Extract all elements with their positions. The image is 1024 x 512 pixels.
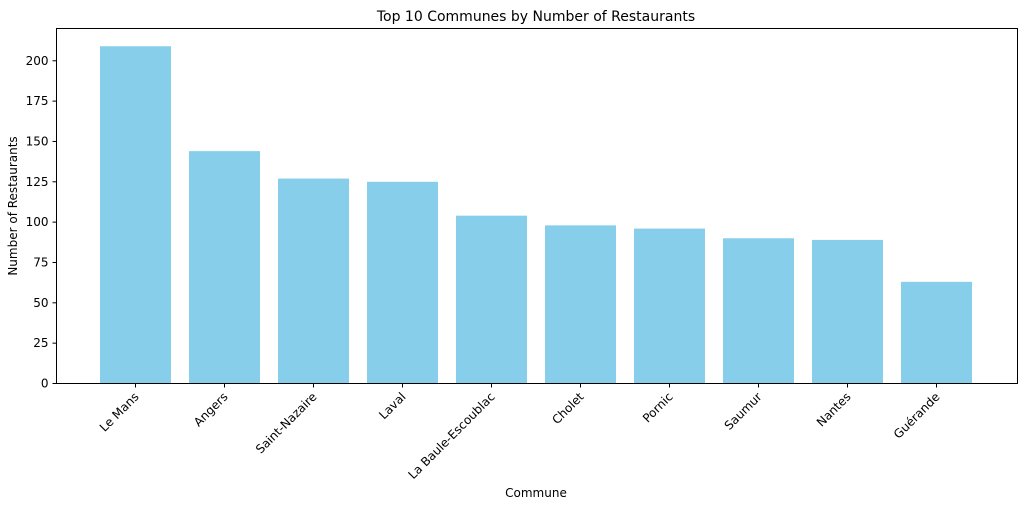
chart-title: Top 10 Communes by Number of Restaurants: [376, 9, 695, 25]
bar-10: [901, 281, 972, 384]
bar-8: [723, 238, 794, 384]
plot-frame: [56, 28, 1018, 384]
x-tick-label: Pornic: [640, 390, 676, 426]
x-tick-label: Guérande: [891, 390, 943, 442]
y-axis: 0 25 50 75 100 125 150 175 200: [26, 54, 57, 391]
x-tick-label: Nantes: [814, 390, 854, 430]
x-tick-label: Saumur: [722, 390, 765, 433]
y-tick-label: 150: [26, 134, 49, 148]
x-tick-label: La Baule-Escoublac: [405, 390, 497, 482]
y-tick-label: 25: [33, 336, 48, 350]
x-tick-label: Laval: [376, 390, 408, 422]
y-tick-label: 100: [26, 215, 49, 229]
bars: [100, 46, 972, 384]
y-tick-label: 200: [26, 54, 49, 68]
bar-6: [545, 225, 616, 384]
bar-4: [367, 181, 438, 384]
y-axis-label: Number of Restaurants: [6, 136, 20, 275]
bar-2: [189, 151, 260, 384]
x-tick-label: Saint-Nazaire: [253, 390, 320, 457]
bar-3: [278, 178, 349, 384]
bar-9: [812, 239, 883, 384]
y-tick-label: 175: [26, 94, 49, 108]
bar-5: [456, 215, 527, 384]
y-tick-label: 75: [33, 255, 48, 269]
x-tick-label: Cholet: [549, 390, 587, 428]
x-tick-label: Angers: [191, 390, 231, 430]
y-tick-label: 50: [33, 296, 48, 310]
x-tick-label: Le Mans: [97, 390, 142, 435]
x-axis-label: Commune: [505, 486, 567, 500]
y-tick-label: 0: [41, 377, 49, 391]
bar-7: [634, 228, 705, 384]
bar-1: [100, 46, 171, 384]
y-tick-label: 125: [26, 175, 49, 189]
